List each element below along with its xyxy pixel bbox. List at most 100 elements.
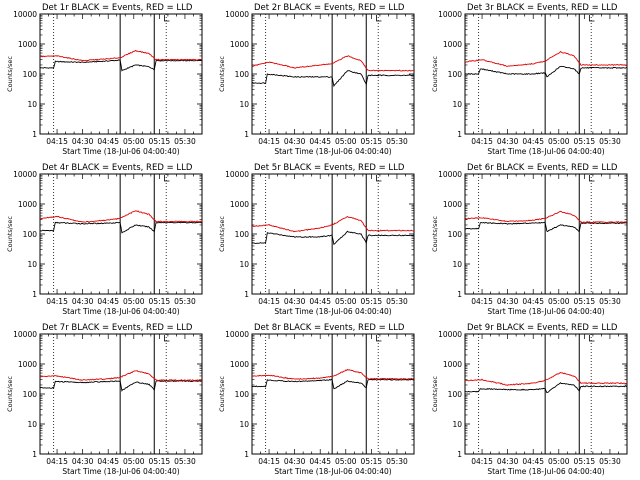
detector-panel: Det 2r BLACK = Events, RED = LLD 1 10 100 10… (218, 3, 415, 156)
y-tick-label: 100 (448, 390, 463, 399)
x-tick-label: 05:30 (386, 137, 408, 146)
y-tick-label: 1 (457, 450, 462, 459)
x-tick-label: 05:00 (123, 457, 145, 466)
y-tick-label: 100 (23, 70, 38, 79)
x-tick-label: 04:15 (471, 137, 493, 146)
series-line-lld (39, 210, 203, 223)
bracket-marker (164, 15, 170, 22)
x-tick-label: 04:15 (258, 137, 280, 146)
x-tick-label: 04:30 (72, 137, 94, 146)
plot-frame (251, 13, 415, 135)
x-tick-label: 04:45 (309, 297, 331, 306)
x-tick-label: 05:00 (548, 297, 570, 306)
panel-title: Det 3r BLACK = Events, RED = LLD (467, 3, 618, 13)
bracket-marker (164, 175, 170, 182)
x-tick-label: 05:30 (174, 137, 196, 146)
y-tick-label: 10000 (13, 10, 37, 19)
detector-panel: Det 4r BLACK = Events, RED = LLD 1 10 100 10… (6, 163, 203, 316)
series-line-lld (39, 370, 203, 382)
detector-panel: Det 3r BLACK = Events, RED = LLD 1 10 100 10… (431, 3, 628, 156)
series-line-events (464, 221, 628, 233)
y-tick-label: 100 (235, 230, 250, 239)
y-tick-label: 10 (27, 420, 37, 429)
y-tick-label: 10000 (438, 170, 462, 179)
x-tick-label: 04:45 (522, 137, 544, 146)
x-axis-label: Start Time (18-Jul-06 04:00:40) (274, 307, 391, 316)
y-axis-label: Counts/sec (6, 376, 14, 412)
y-tick-label: 10 (27, 260, 37, 269)
x-tick-label: 05:15 (574, 457, 596, 466)
detector-panel: Det 7r BLACK = Events, RED = LLD 1 10 100 10… (6, 323, 203, 476)
y-axis-label: Counts/sec (6, 216, 14, 252)
x-tick-label: 04:45 (522, 297, 544, 306)
x-axis-label: Start Time (18-Jul-06 04:00:40) (487, 147, 604, 156)
y-tick-label: 1000 (18, 200, 37, 209)
y-tick-label: 1 (457, 290, 462, 299)
x-tick-label: 04:15 (471, 297, 493, 306)
y-tick-label: 10000 (438, 330, 462, 339)
x-tick-label: 05:30 (599, 137, 621, 146)
y-tick-label: 1000 (230, 360, 249, 369)
y-tick-label: 10 (239, 100, 249, 109)
x-tick-label: 05:30 (386, 457, 408, 466)
x-tick-label: 04:30 (72, 297, 94, 306)
bracket-marker (589, 15, 595, 22)
y-tick-label: 1 (244, 450, 249, 459)
y-axis-label: Counts/sec (431, 216, 439, 252)
y-tick-label: 100 (23, 390, 38, 399)
x-axis-label: Start Time (18-Jul-06 04:00:40) (487, 307, 604, 316)
panel-title: Det 9r BLACK = Events, RED = LLD (467, 323, 618, 333)
x-tick-label: 05:30 (599, 457, 621, 466)
y-tick-label: 1000 (443, 360, 462, 369)
detector-panel: Det 1r BLACK = Events, RED = LLD 1 10 100 10… (6, 3, 203, 156)
y-axis-label: Counts/sec (431, 56, 439, 92)
detector-panel: Det 5r BLACK = Events, RED = LLD 1 10 100 10… (218, 163, 415, 316)
y-tick-label: 1 (244, 290, 249, 299)
x-tick-label: 05:15 (361, 137, 383, 146)
x-tick-label: 04:30 (497, 457, 519, 466)
plot-frame (39, 333, 203, 455)
bracket-marker (376, 15, 382, 22)
x-tick-label: 04:30 (497, 137, 519, 146)
y-axis-label: Counts/sec (6, 56, 14, 92)
series-line-lld (464, 210, 628, 224)
plot-frame (39, 173, 203, 295)
x-tick-label: 05:30 (174, 457, 196, 466)
y-tick-label: 10 (239, 420, 249, 429)
y-tick-label: 10000 (225, 330, 249, 339)
x-tick-label: 04:15 (258, 297, 280, 306)
series-line-events (39, 59, 203, 72)
x-axis-label: Start Time (18-Jul-06 04:00:40) (62, 467, 179, 476)
x-tick-label: 04:30 (72, 457, 94, 466)
x-tick-label: 04:15 (471, 457, 493, 466)
y-tick-label: 10 (452, 420, 462, 429)
bracket-marker (589, 335, 595, 342)
x-tick-label: 04:15 (46, 137, 68, 146)
panel-title: Det 1r BLACK = Events, RED = LLD (42, 3, 193, 13)
series-line-events (465, 382, 628, 394)
bracket-marker (164, 335, 170, 342)
y-tick-label: 1 (457, 130, 462, 139)
plot-frame (39, 13, 203, 135)
y-tick-label: 1000 (18, 40, 37, 49)
x-tick-label: 05:00 (335, 297, 357, 306)
panel-title: Det 6r BLACK = Events, RED = LLD (467, 163, 618, 173)
series-line-lld (464, 371, 628, 386)
y-axis-label: Counts/sec (218, 216, 226, 252)
y-tick-label: 10 (452, 260, 462, 269)
x-tick-label: 04:45 (522, 457, 544, 466)
y-tick-label: 10 (452, 100, 462, 109)
x-tick-label: 04:45 (309, 137, 331, 146)
y-tick-label: 10000 (13, 330, 37, 339)
x-tick-label: 04:30 (497, 297, 519, 306)
y-tick-label: 100 (448, 230, 463, 239)
plot-frame (464, 333, 628, 455)
x-axis-label: Start Time (18-Jul-06 04:00:40) (62, 307, 179, 316)
x-tick-label: 05:15 (574, 137, 596, 146)
y-tick-label: 10 (27, 100, 37, 109)
y-tick-label: 1000 (443, 40, 462, 49)
x-tick-label: 05:00 (548, 457, 570, 466)
x-tick-label: 05:00 (548, 137, 570, 146)
x-tick-label: 05:00 (335, 457, 357, 466)
